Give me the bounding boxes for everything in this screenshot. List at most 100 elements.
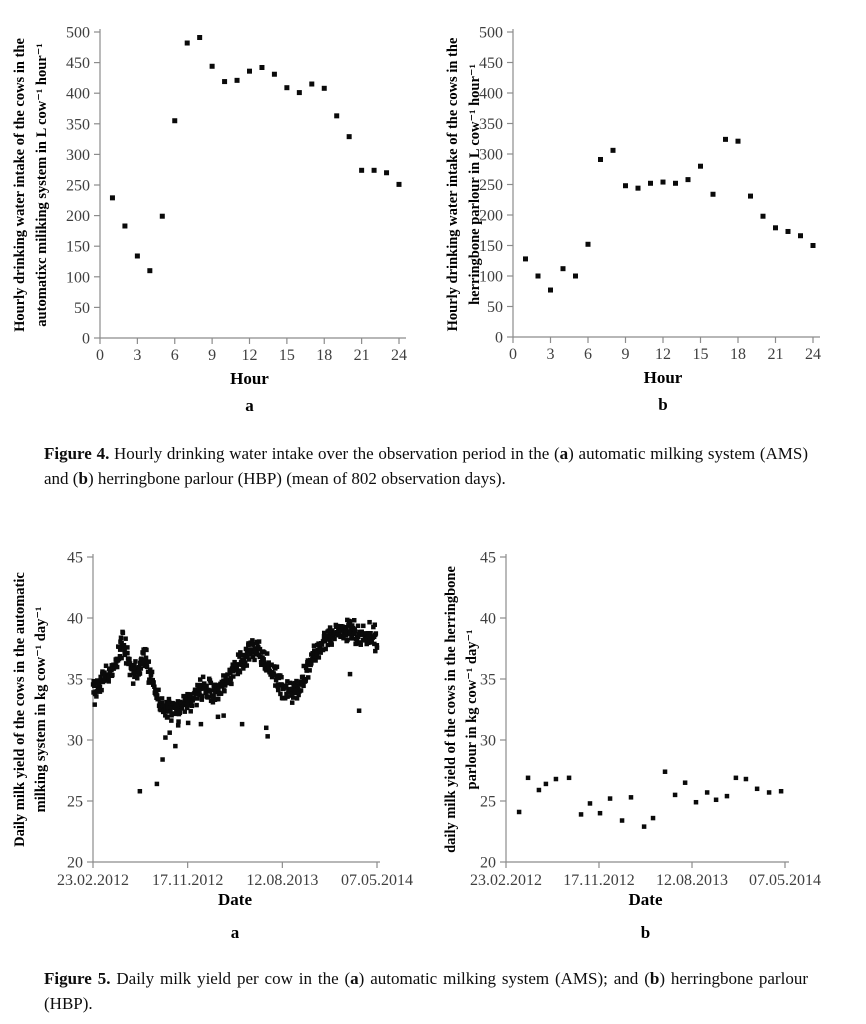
svg-text:Hourly drinking water intake o: Hourly drinking water intake of the cows… xyxy=(445,37,461,331)
svg-text:18: 18 xyxy=(316,347,332,364)
fig5-caption-segment: Daily milk yield per cow in the ( xyxy=(110,969,351,988)
svg-text:milking system in kg cow⁻¹ day: milking system in kg cow⁻¹ day⁻¹ xyxy=(33,607,49,813)
fig4b-points xyxy=(523,136,816,293)
svg-text:450: 450 xyxy=(479,55,503,72)
fig5a-tick-labels: 20 25 30 35 40 45 23.02.2012 17.11.2012 12.08.20… xyxy=(57,550,413,890)
fig4a-points xyxy=(109,35,402,274)
figure5-chart-a: 20 25 30 35 40 45 23.02.2012 17.11.2012 12.08.20… xyxy=(12,550,413,943)
svg-text:6: 6 xyxy=(584,346,592,363)
svg-text:0: 0 xyxy=(509,346,517,363)
svg-text:35: 35 xyxy=(480,672,496,689)
svg-text:350: 350 xyxy=(66,116,90,133)
svg-text:25: 25 xyxy=(67,794,83,811)
svg-text:parlour in kg cow⁻¹ day⁻¹: parlour in kg cow⁻¹ day⁻¹ xyxy=(464,630,480,790)
svg-text:25: 25 xyxy=(480,794,496,811)
svg-text:300: 300 xyxy=(66,147,90,164)
svg-text:Date: Date xyxy=(629,890,663,909)
fig5a-axes xyxy=(87,554,380,868)
svg-text:400: 400 xyxy=(66,86,90,103)
svg-text:35: 35 xyxy=(67,672,83,689)
svg-text:0: 0 xyxy=(495,330,503,347)
fig5b-axis-titles: Date daily milk yield of the cows in the … xyxy=(443,566,663,942)
fig5-caption-segment: Figure 5. xyxy=(44,969,111,988)
fig4b-axes xyxy=(507,29,820,343)
fig4b-axis-titles: Hour Hourly drinking water intake of the … xyxy=(445,37,683,414)
svg-text:45: 45 xyxy=(67,550,83,567)
fig5-caption-segment: b xyxy=(649,969,660,988)
svg-text:45: 45 xyxy=(480,550,496,567)
fig5a-axis-titles: Date Daily milk yield of the cows in the … xyxy=(12,572,252,942)
svg-text:15: 15 xyxy=(279,347,295,364)
svg-text:12.08.2013: 12.08.2013 xyxy=(656,872,728,889)
fig4b-tick-labels: 0 50 100 150 200 250 300 350 400 450 500 0 3 6 9 12 15 18… xyxy=(479,25,821,364)
svg-text:50: 50 xyxy=(74,300,90,317)
svg-text:24: 24 xyxy=(805,346,821,363)
svg-text:30: 30 xyxy=(67,733,83,750)
svg-text:20: 20 xyxy=(480,855,496,872)
fig5b-tick-labels: 20 25 30 35 40 45 23.02.2012 17.11.2012 12.08.20… xyxy=(470,550,821,890)
svg-text:150: 150 xyxy=(479,238,503,255)
svg-text:350: 350 xyxy=(479,116,503,133)
svg-text:20: 20 xyxy=(67,855,83,872)
svg-text:3: 3 xyxy=(133,347,141,364)
svg-text:40: 40 xyxy=(67,611,83,628)
svg-text:250: 250 xyxy=(66,178,90,195)
svg-text:automatixc miliking system in: automatixc miliking system in L cow⁻¹ ho… xyxy=(34,43,50,326)
svg-text:07.05.2014: 07.05.2014 xyxy=(341,872,413,889)
svg-text:daily milk yield of the cows i: daily milk yield of the cows in the herr… xyxy=(443,566,459,853)
svg-text:Hour: Hour xyxy=(230,369,269,388)
svg-text:6: 6 xyxy=(171,347,179,364)
svg-text:21: 21 xyxy=(354,347,370,364)
svg-text:0: 0 xyxy=(96,347,104,364)
svg-text:15: 15 xyxy=(693,346,709,363)
svg-text:9: 9 xyxy=(208,347,216,364)
svg-text:200: 200 xyxy=(479,208,503,225)
svg-text:12.08.2013: 12.08.2013 xyxy=(246,872,318,889)
svg-text:9: 9 xyxy=(622,346,630,363)
svg-text:50: 50 xyxy=(487,299,503,316)
fig5b-points xyxy=(516,769,784,829)
figure4-caption: Figure 4. Hourly drinking water intake o… xyxy=(44,441,808,491)
fig4a-axes xyxy=(94,29,406,344)
fig4a-tick-labels: 0 50 100 150 200 250 300 350 400 450 500 0 3 6 9 12 15 18… xyxy=(66,25,407,365)
svg-text:40: 40 xyxy=(480,611,496,628)
svg-text:400: 400 xyxy=(479,86,503,103)
svg-text:12: 12 xyxy=(242,347,258,364)
fig4-caption-segment: Hourly drinking water intake over the ob… xyxy=(109,444,560,463)
svg-text:23.02.2012: 23.02.2012 xyxy=(57,872,129,889)
fig5a-panel-letter: a xyxy=(231,923,240,942)
figure4-chart-a: 0 50 100 150 200 250 300 350 400 450 500 0 3 6 9 12 15 18… xyxy=(12,25,407,416)
fig5b-axes xyxy=(500,554,789,868)
svg-text:450: 450 xyxy=(66,55,90,72)
fig5-caption-segment: a xyxy=(350,969,359,988)
svg-text:100: 100 xyxy=(66,269,90,286)
svg-text:12: 12 xyxy=(655,346,671,363)
fig4-caption-segment: a xyxy=(559,444,569,463)
svg-text:24: 24 xyxy=(391,347,407,364)
svg-text:17.11.2012: 17.11.2012 xyxy=(563,872,634,889)
svg-text:21: 21 xyxy=(768,346,784,363)
svg-text:30: 30 xyxy=(480,733,496,750)
svg-text:Hourly drinking water intake o: Hourly drinking water intake of the cows… xyxy=(12,38,28,332)
fig4a-panel-letter: a xyxy=(245,396,254,415)
fig4-caption-segment: ) herringbone parlour (HBP) (mean of 802… xyxy=(87,469,506,488)
svg-text:07.05.2014: 07.05.2014 xyxy=(749,872,821,889)
svg-text:18: 18 xyxy=(730,346,746,363)
svg-text:200: 200 xyxy=(66,208,90,225)
fig5-caption-segment: ) herringbone parlour (HBP). xyxy=(44,969,808,1013)
svg-text:500: 500 xyxy=(479,25,503,42)
fig4a-axis-titles: Hour Hourly drinking water intake of the … xyxy=(12,38,269,415)
svg-text:100: 100 xyxy=(479,269,503,286)
fig5-caption-segment: ) automatic milking system (AMS); and ( xyxy=(358,969,650,988)
svg-text:250: 250 xyxy=(479,177,503,194)
fig4-caption-segment: b xyxy=(78,469,88,488)
svg-text:herringbone parlour in L cow⁻¹: herringbone parlour in L cow⁻¹ hour⁻¹ xyxy=(467,64,483,305)
fig4-caption-segment: ) automatic milking system (AMS) and ( xyxy=(44,444,808,488)
fig4-caption-segment: Figure 4. xyxy=(44,444,110,463)
svg-text:Date: Date xyxy=(218,890,252,909)
svg-text:500: 500 xyxy=(66,25,90,42)
figure5-caption: Figure 5. Daily milk yield per cow in th… xyxy=(44,966,808,1016)
svg-text:Hour: Hour xyxy=(644,368,683,387)
figure5-chart-b: 20 25 30 35 40 45 23.02.2012 17.11.2012 12.08.20… xyxy=(443,550,821,943)
